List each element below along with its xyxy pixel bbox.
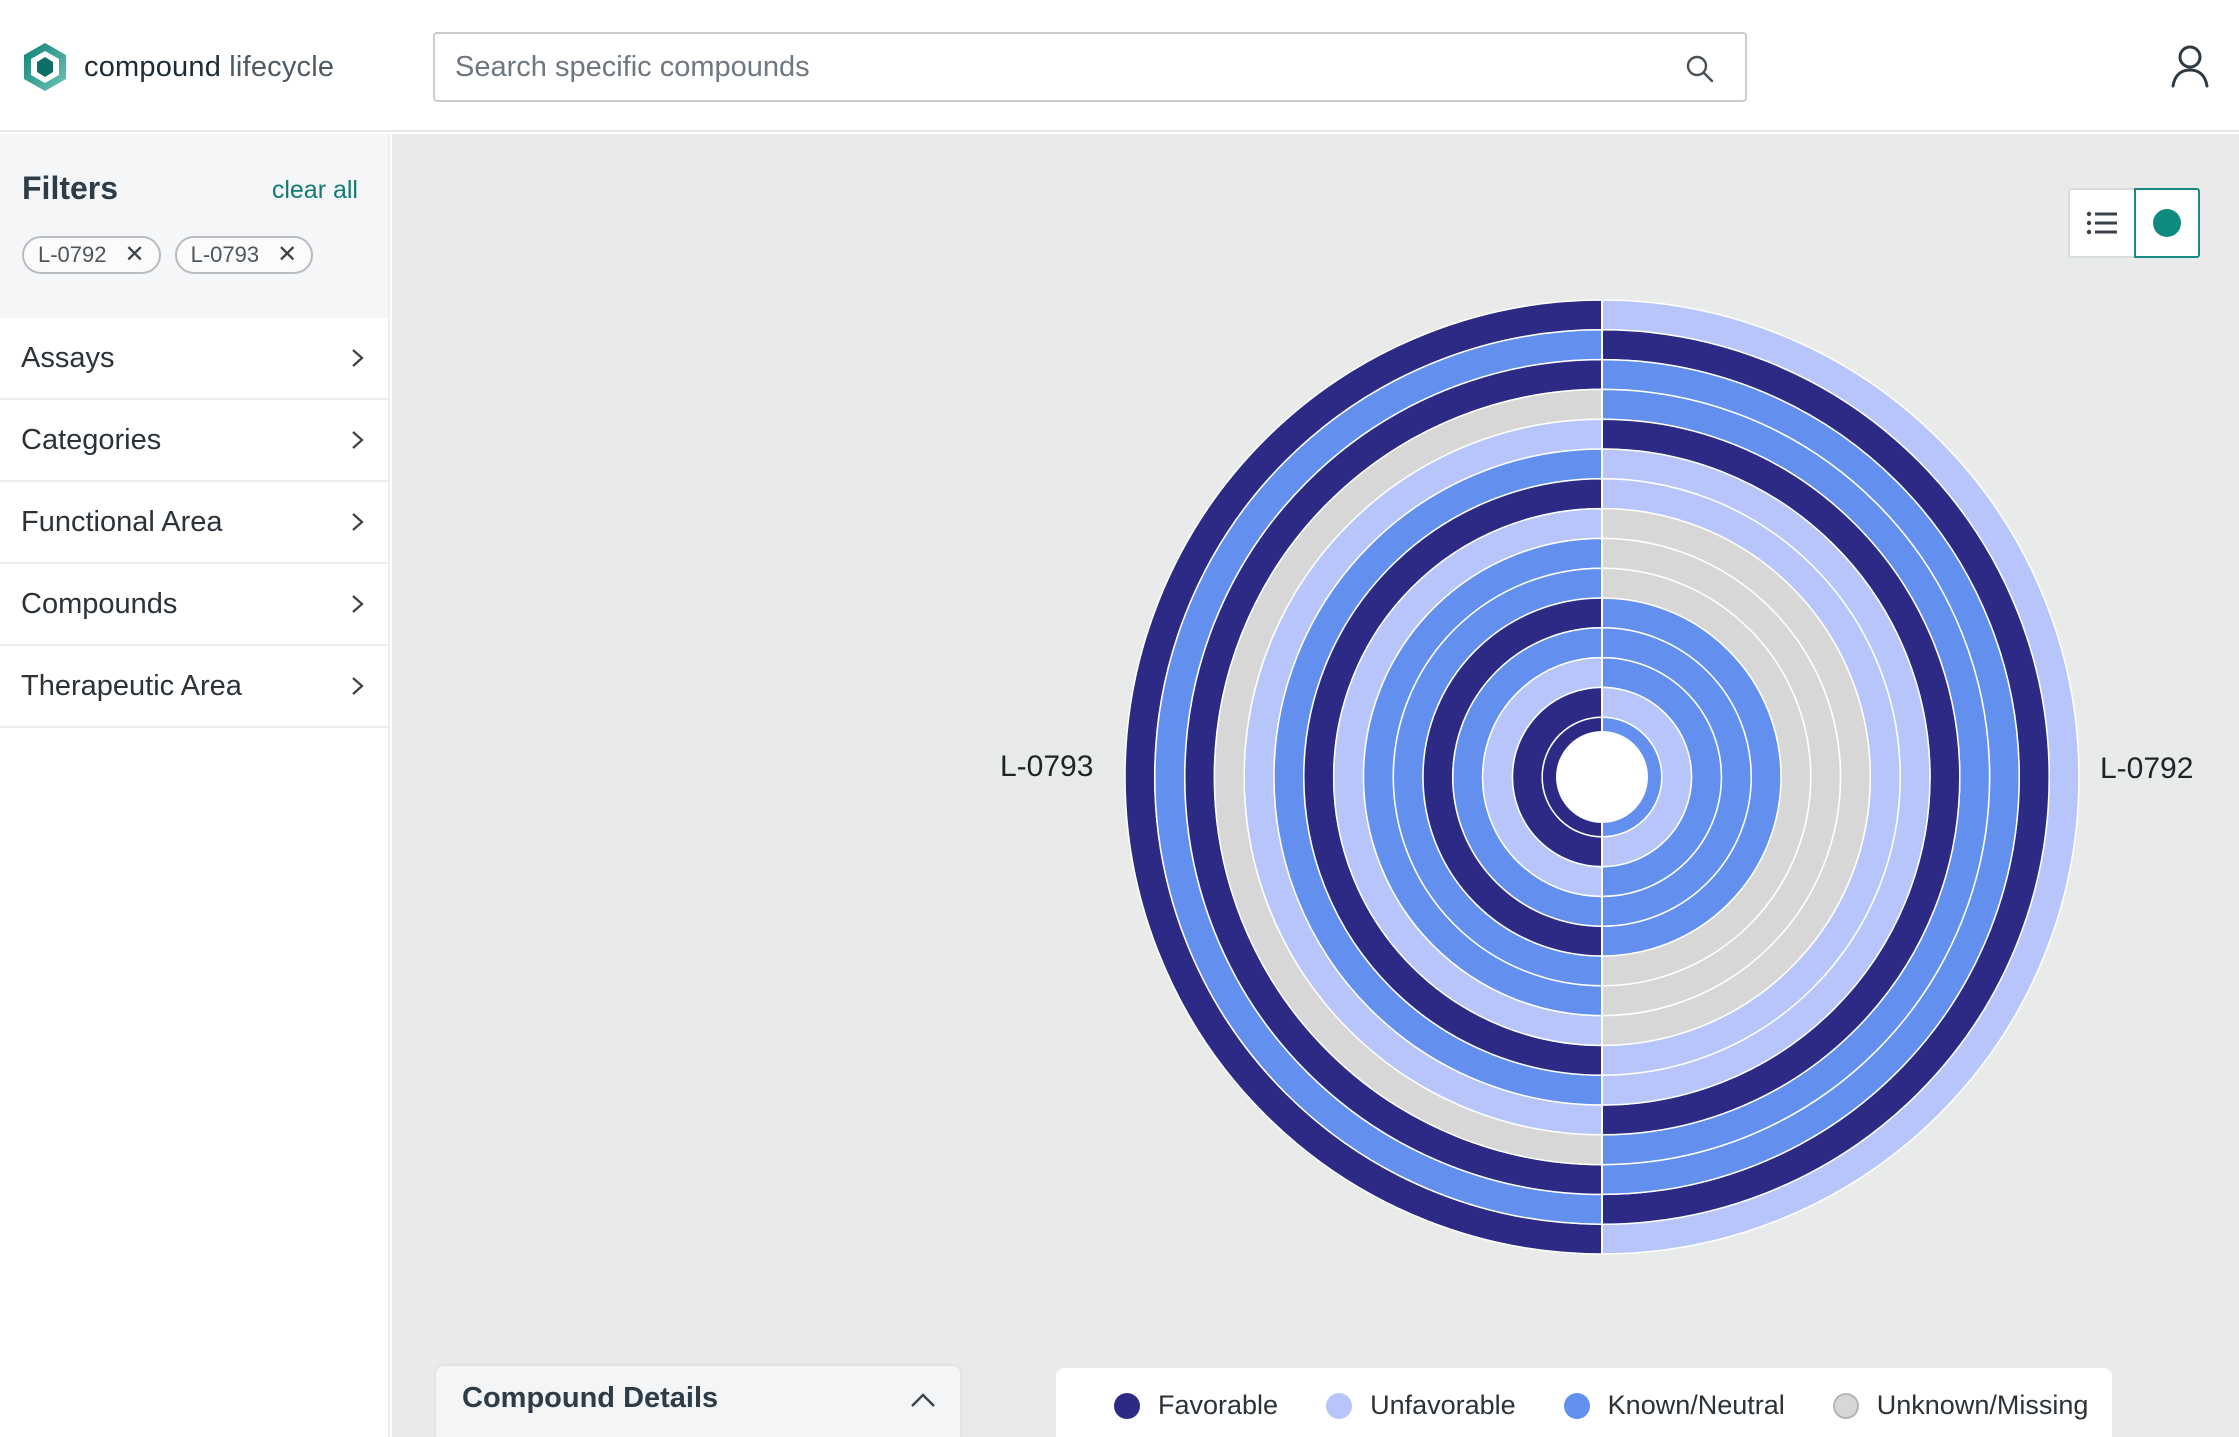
compound-label-left: L-0793 (1000, 750, 1094, 783)
filters-title: Filters (22, 170, 119, 206)
sidebar-item-label: Assays (21, 341, 115, 374)
sidebar-item-assays[interactable]: Assays (0, 318, 388, 400)
filters-panel: Filters clear all L-0792 ✕ L-0793 ✕ (0, 134, 388, 318)
chip-label: L-0792 (38, 242, 107, 267)
chevron-right-icon (352, 349, 364, 367)
legend-label: Known/Neutral (1607, 1390, 1785, 1420)
chart-legend: Favorable Unfavorable Known/Neutral Unkn… (1056, 1368, 2112, 1437)
sidebar-item-compounds[interactable]: Compounds (0, 564, 388, 646)
brand[interactable]: compound lifecycle (18, 40, 334, 94)
sidebar-item-functional-area[interactable]: Functional Area (0, 482, 388, 564)
logo-icon (24, 43, 66, 91)
chip-label: L-0793 (190, 242, 260, 267)
legend-dot (1563, 1392, 1590, 1419)
list-icon (2086, 211, 2117, 235)
filter-chip: L-0793 ✕ (174, 236, 314, 274)
sidebar-item-label: Therapeutic Area (21, 669, 242, 702)
radial-ring-chart (1124, 299, 2080, 1255)
filter-chip: L-0792 ✕ (22, 236, 161, 274)
close-icon[interactable]: ✕ (277, 241, 298, 268)
main-content: L-0793 L-0792 Compound Details Favorable (392, 134, 2239, 1437)
compound-details-panel: Compound Details (436, 1366, 960, 1437)
legend-label: Unknown/Missing (1876, 1390, 2089, 1420)
chevron-right-icon (352, 677, 364, 695)
search-icon[interactable] (1685, 54, 1715, 84)
legend-item-known-neutral: Known/Neutral (1563, 1390, 1785, 1421)
sidebar-item-label: Compounds (21, 587, 178, 620)
chevron-right-icon (352, 431, 364, 449)
chart-view-button[interactable] (2134, 188, 2200, 258)
chevron-up-icon[interactable] (908, 1388, 938, 1412)
sidebar-item-label: Categories (21, 423, 162, 456)
sidebar-item-label: Functional Area (21, 505, 223, 538)
list-view-button[interactable] (2068, 188, 2134, 258)
compound-details-title: Compound Details (462, 1382, 719, 1414)
search-bar (433, 32, 1747, 102)
circle-chart-icon (2153, 209, 2181, 237)
filter-chips: L-0792 ✕ L-0793 ✕ (22, 236, 314, 274)
brand-name: compound lifecycle (84, 50, 335, 83)
legend-item-unfavorable: Unfavorable (1326, 1390, 1516, 1421)
legend-dot (1114, 1392, 1140, 1419)
chevron-right-icon (352, 595, 364, 613)
legend-item-favorable: Favorable (1114, 1390, 1278, 1421)
legend-label: Unfavorable (1370, 1390, 1516, 1420)
legend-dot (1832, 1392, 1859, 1419)
compound-label-right: L-0792 (2100, 752, 2194, 785)
view-toggle (2068, 188, 2200, 258)
sidebar: Filters clear all L-0792 ✕ L-0793 ✕ Assa… (0, 134, 390, 1437)
close-icon[interactable]: ✕ (124, 241, 145, 268)
search-input[interactable] (455, 50, 1655, 84)
legend-dot (1326, 1392, 1353, 1419)
legend-label: Favorable (1158, 1390, 1279, 1420)
legend-item-unknown-missing: Unknown/Missing (1832, 1390, 2089, 1421)
top-header: compound lifecycle (0, 0, 2239, 132)
sidebar-item-categories[interactable]: Categories (0, 400, 388, 482)
chevron-right-icon (352, 513, 364, 531)
user-icon[interactable] (2170, 44, 2210, 88)
clear-all-link[interactable]: clear all (271, 176, 358, 204)
sidebar-item-therapeutic-area[interactable]: Therapeutic Area (0, 646, 388, 728)
